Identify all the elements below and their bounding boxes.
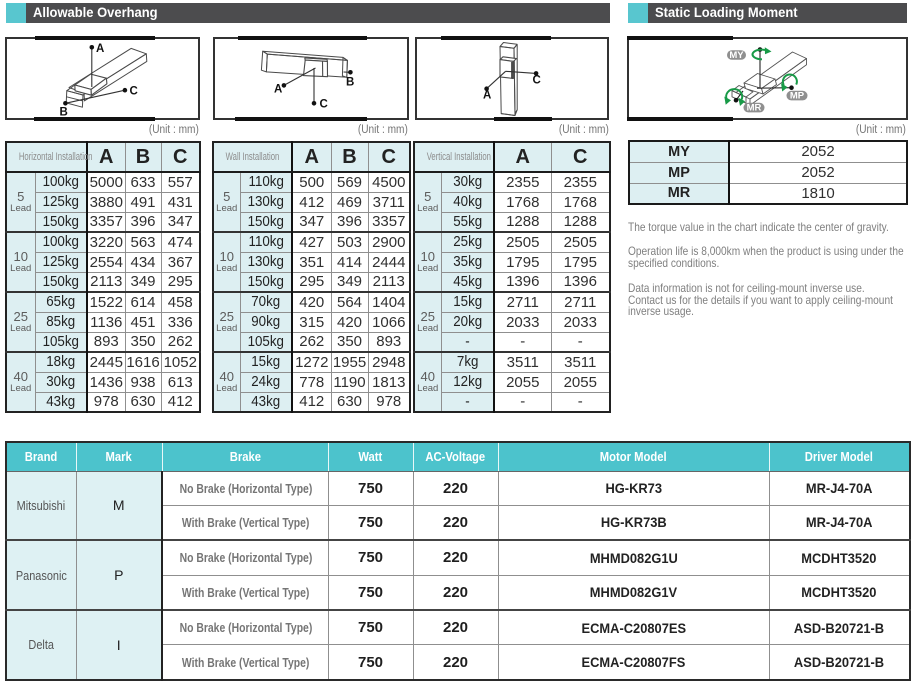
svg-text:MP: MP: [790, 90, 805, 101]
svg-text:C: C: [130, 86, 138, 98]
svg-text:MR: MR: [747, 102, 762, 113]
svg-text:C: C: [533, 75, 541, 87]
svg-text:B: B: [346, 77, 354, 89]
svg-text:MY: MY: [729, 50, 744, 61]
svg-text:A: A: [274, 84, 282, 96]
svg-text:A: A: [483, 90, 491, 102]
svg-text:A: A: [96, 43, 104, 55]
svg-text:B: B: [60, 107, 68, 119]
svg-text:C: C: [320, 99, 328, 111]
